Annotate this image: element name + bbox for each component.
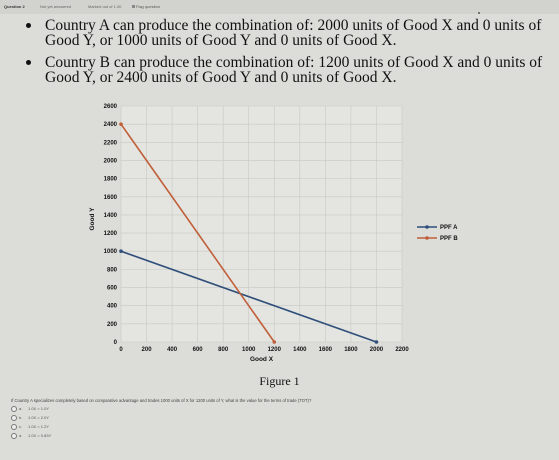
option-text: 1.0X = 2.0Y <box>28 415 50 421</box>
answer-status: Not yet answered <box>40 4 72 9</box>
option-text: 1.0X = 0.83Y <box>28 433 52 439</box>
option-letter: b. <box>19 415 23 421</box>
x-tick-label: 1600 <box>319 347 333 353</box>
answer-option[interactable]: a. 1.0X = 1.0Y <box>11 406 49 412</box>
y-tick-label: 1000 <box>104 249 118 255</box>
legend-label: PPF B <box>440 236 458 242</box>
flag-icon <box>132 5 135 9</box>
y-tick-label: 1200 <box>104 231 118 237</box>
radio-button[interactable] <box>11 424 17 430</box>
answer-option[interactable]: c. 1.0X = 1.2Y <box>11 424 49 430</box>
legend-label: PPF A <box>440 225 458 231</box>
answer-option[interactable]: b. 1.0X = 2.0Y <box>11 415 49 421</box>
plot-area <box>121 106 402 342</box>
legend-marker <box>425 236 429 240</box>
x-tick-label: 200 <box>142 347 153 353</box>
question-text: If Country A specializes completely base… <box>11 398 312 403</box>
marks-info: Marked out of 1.00 <box>88 4 122 9</box>
series-line <box>120 250 377 343</box>
x-axis-label: Good X <box>250 356 274 363</box>
answer-option[interactable]: d. 1.0X = 0.83Y <box>11 433 51 439</box>
bullet-country-b: Country B can produce the combination of… <box>26 54 545 86</box>
option-letter: c. <box>19 424 23 430</box>
x-tick-label: 400 <box>167 347 178 353</box>
x-tick-label: 1000 <box>242 347 256 353</box>
x-tick-label: 2000 <box>370 347 384 353</box>
option-letter: a. <box>19 406 23 412</box>
bullet-text: Country B can produce the combination of… <box>45 54 543 86</box>
bullet-country-a: Country A can produce the combination of… <box>26 17 545 49</box>
bullet-text: Country A can produce the combination of… <box>45 17 542 49</box>
option-text: 1.0X = 1.2Y <box>28 424 50 430</box>
question-info-bar: Question 2 Not yet answered Marked out o… <box>0 0 559 14</box>
x-tick-label: 1400 <box>293 347 307 353</box>
bullet-icon <box>26 60 31 65</box>
data-point <box>272 340 277 344</box>
data-point <box>374 340 379 344</box>
y-tick-label: 1800 <box>104 177 118 183</box>
x-tick-label: 0 <box>119 347 123 353</box>
y-tick-label: 2000 <box>104 158 118 164</box>
x-tick-label: 1800 <box>344 347 358 353</box>
y-tick-label: 2600 <box>104 104 118 110</box>
legend-marker <box>425 225 429 229</box>
data-point <box>119 122 123 126</box>
data-point <box>119 249 123 254</box>
radio-button[interactable] <box>11 415 17 421</box>
x-tick-label: 600 <box>193 347 204 353</box>
x-tick-label: 800 <box>218 347 229 353</box>
y-tick-label: 2400 <box>104 122 118 128</box>
bullet-icon <box>26 23 31 28</box>
option-text: 1.0X = 1.0Y <box>28 406 50 412</box>
flag-question-label: Flag question <box>136 4 161 9</box>
decorative-dot <box>478 12 480 14</box>
y-tick-label: 1600 <box>104 195 118 201</box>
question-number: Question 2 <box>4 4 25 9</box>
x-tick-label: 2200 <box>395 347 409 353</box>
y-tick-label: 400 <box>107 304 118 310</box>
series-line <box>120 123 275 343</box>
figure-caption: Figure 1 <box>259 374 300 388</box>
y-tick-label: 1400 <box>104 213 118 219</box>
y-tick-label: 200 <box>107 322 118 328</box>
option-letter: d. <box>19 433 23 439</box>
flag-question-link[interactable]: Flag question <box>132 4 160 9</box>
y-tick-label: 600 <box>107 286 118 292</box>
radio-button[interactable] <box>11 433 17 439</box>
y-tick-label: 0 <box>114 340 118 346</box>
y-tick-label: 2200 <box>104 140 118 146</box>
y-axis-label: Good Y <box>89 207 96 231</box>
y-tick-label: 800 <box>107 267 118 273</box>
x-tick-label: 1200 <box>268 347 282 353</box>
radio-button[interactable] <box>11 406 17 412</box>
